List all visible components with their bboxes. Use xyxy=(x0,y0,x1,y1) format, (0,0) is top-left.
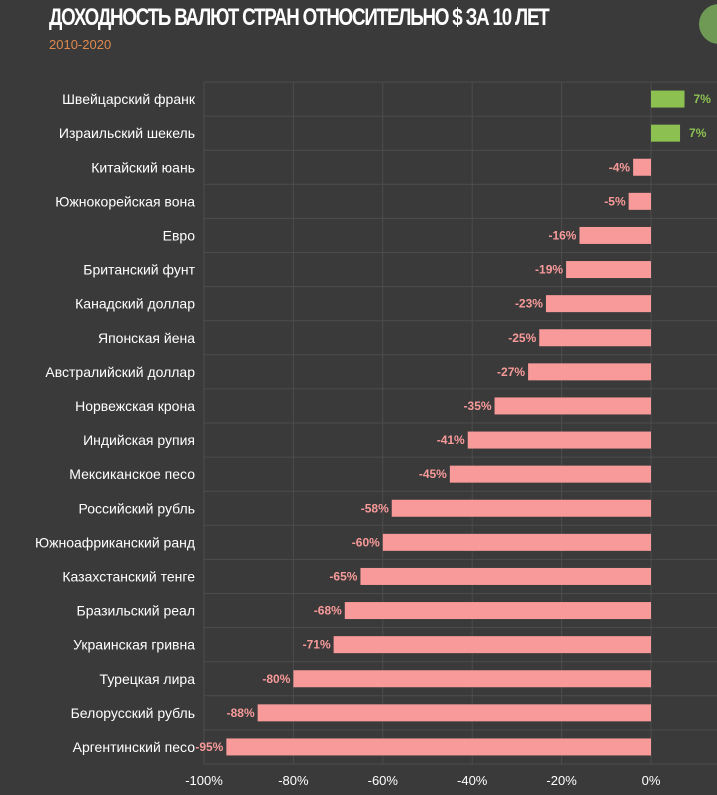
category-label: Турецкая лира xyxy=(100,671,196,687)
category-label: Казахстанский тенге xyxy=(62,568,195,584)
x-tick-label: 0% xyxy=(642,773,661,788)
data-label: -58% xyxy=(361,501,389,515)
chart-subtitle: 2010-2020 xyxy=(49,37,112,52)
data-label: -88% xyxy=(227,706,255,720)
bar xyxy=(449,465,651,483)
category-label: Бразильский реал xyxy=(77,603,196,619)
bar xyxy=(545,295,651,313)
data-label: -45% xyxy=(419,467,447,481)
bars: 7% 7% -4% -5% -16% -19% -23% -25% -27% -35% -41% -4… xyxy=(195,90,712,756)
category-label: Украинская гривна xyxy=(73,637,195,653)
data-label: -19% xyxy=(535,263,563,277)
category-label: Китайский юань xyxy=(91,159,195,175)
bar xyxy=(257,704,651,722)
bar xyxy=(633,158,651,176)
data-label: -16% xyxy=(548,228,576,242)
bar xyxy=(628,192,651,210)
data-label: -95% xyxy=(195,740,223,754)
data-label: -41% xyxy=(437,433,465,447)
gridlines xyxy=(203,81,717,765)
category-label: Британский фунт xyxy=(83,262,195,278)
data-label: -80% xyxy=(262,672,290,686)
bar xyxy=(467,431,651,449)
category-label: Канадский доллар xyxy=(75,296,195,312)
category-label: Израильский шекель xyxy=(59,125,195,141)
data-label: -71% xyxy=(303,638,331,652)
category-label: Индийская рупия xyxy=(83,432,195,448)
category-label: Мексиканское песо xyxy=(69,466,195,482)
category-label: Белорусский рубль xyxy=(71,705,195,721)
bar xyxy=(651,90,685,108)
data-label: 7% xyxy=(694,92,712,106)
bar xyxy=(382,533,651,551)
category-label: Японская йена xyxy=(98,330,195,346)
x-tick-label: -80% xyxy=(278,773,309,788)
bar xyxy=(226,738,651,756)
category-label: Российский рубль xyxy=(79,500,195,516)
bar xyxy=(539,329,651,347)
logo-circle xyxy=(699,4,717,44)
bar xyxy=(528,363,651,381)
category-label: Евро xyxy=(163,227,196,243)
chart-title: ДОХОДНОСТЬ ВАЛЮТ СТРАН ОТНОСИТЕЛЬНО $ ЗА… xyxy=(49,4,550,31)
bar xyxy=(651,124,681,142)
category-label: Аргентинский песо xyxy=(73,739,196,755)
data-label: -65% xyxy=(329,569,357,583)
data-label: -68% xyxy=(314,604,342,618)
bar xyxy=(494,397,651,415)
data-label: -5% xyxy=(604,194,626,208)
data-label: -25% xyxy=(508,331,536,345)
x-axis: -100% -80% -60% -40% -20% 0% xyxy=(185,773,661,788)
data-label: -60% xyxy=(352,535,380,549)
category-label: Южнокорейская вона xyxy=(55,193,195,209)
category-label: Норвежская крона xyxy=(75,398,195,414)
bar xyxy=(579,226,651,244)
category-label: Южноафриканский ранд xyxy=(35,534,195,550)
category-label: Швейцарский франк xyxy=(62,91,196,107)
data-label: -4% xyxy=(609,160,631,174)
category-labels: Швейцарский франк Израильский шекель Китай… xyxy=(35,91,196,755)
bar xyxy=(391,499,651,517)
data-label: -27% xyxy=(497,365,525,379)
data-label: -23% xyxy=(515,297,543,311)
bar xyxy=(293,670,651,688)
x-tick-label: -60% xyxy=(368,773,399,788)
bar xyxy=(566,261,651,279)
x-tick-label: -20% xyxy=(546,773,577,788)
x-tick-label: -100% xyxy=(185,773,223,788)
data-label: 7% xyxy=(689,126,707,140)
category-label: Австралийский доллар xyxy=(45,364,195,380)
bar xyxy=(360,567,651,585)
bar xyxy=(344,602,651,620)
data-label: -35% xyxy=(464,399,492,413)
bar xyxy=(333,636,651,654)
x-tick-label: -40% xyxy=(457,773,488,788)
